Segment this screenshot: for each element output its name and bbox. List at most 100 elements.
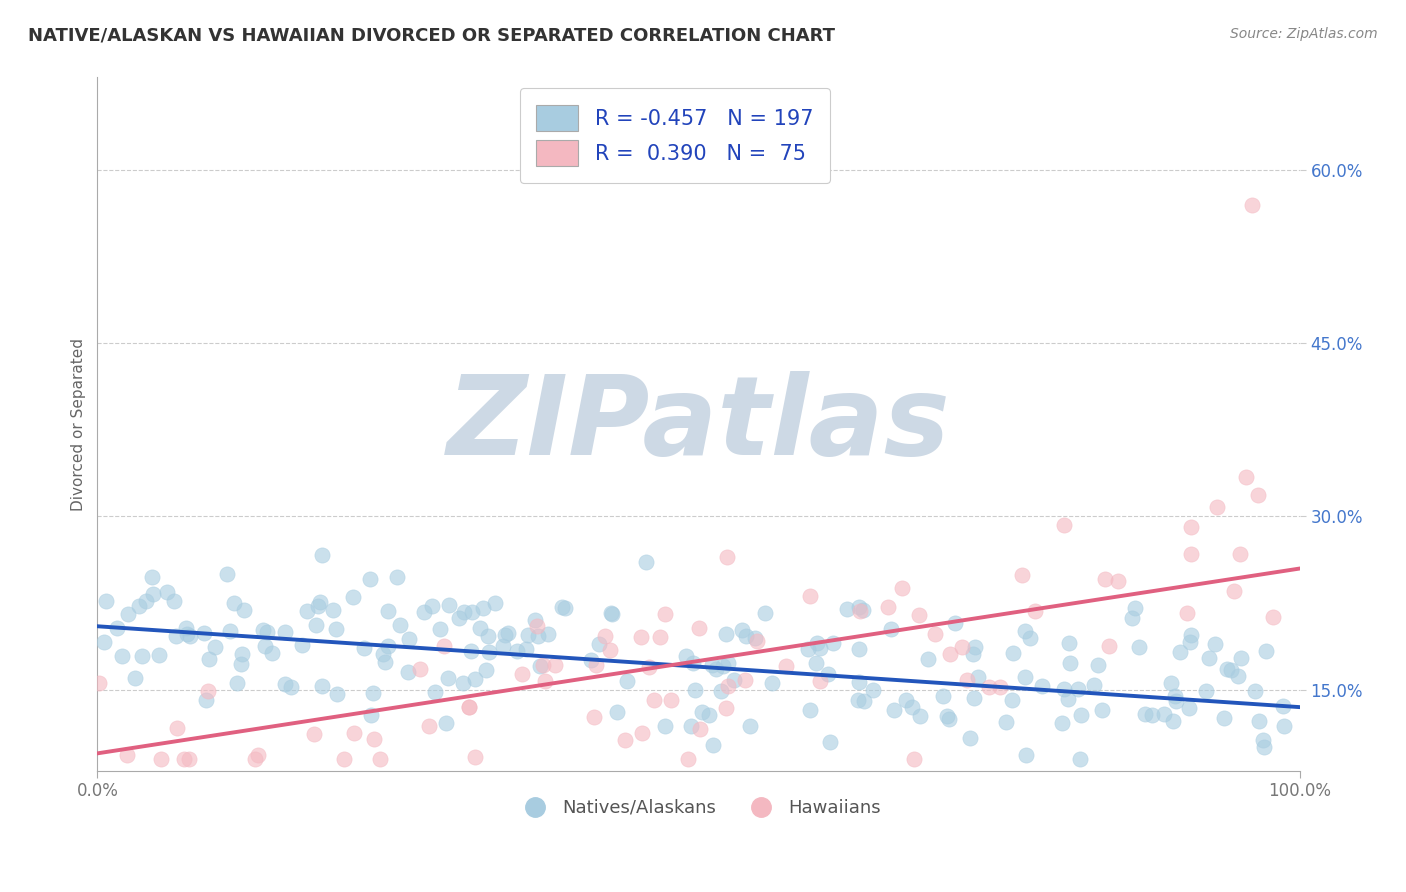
Point xyxy=(179,629,201,643)
Point xyxy=(994,714,1017,729)
Point xyxy=(418,719,440,733)
Point xyxy=(135,594,157,608)
Point xyxy=(254,640,277,654)
Point xyxy=(124,671,146,685)
Point xyxy=(1083,678,1105,692)
Point xyxy=(322,603,344,617)
Point xyxy=(460,644,482,658)
Point xyxy=(754,606,776,620)
Point xyxy=(630,630,652,644)
Point xyxy=(848,642,870,657)
Point xyxy=(252,623,274,637)
Point xyxy=(311,679,333,693)
Point xyxy=(1166,693,1188,707)
Point xyxy=(325,622,347,636)
Point xyxy=(1212,711,1234,725)
Point xyxy=(484,596,506,610)
Point xyxy=(326,687,349,701)
Point xyxy=(1059,656,1081,670)
Point xyxy=(1195,684,1218,698)
Point xyxy=(711,659,734,673)
Point xyxy=(517,628,540,642)
Point xyxy=(1070,708,1092,723)
Point xyxy=(544,657,567,672)
Point xyxy=(360,707,382,722)
Point xyxy=(472,600,495,615)
Point xyxy=(377,639,399,653)
Point xyxy=(295,604,318,618)
Point xyxy=(141,570,163,584)
Point xyxy=(304,727,326,741)
Point xyxy=(117,607,139,622)
Point xyxy=(176,620,198,634)
Point xyxy=(1180,627,1202,641)
Point xyxy=(453,605,475,619)
Point xyxy=(396,665,419,679)
Point xyxy=(939,647,962,661)
Point xyxy=(716,549,738,564)
Point xyxy=(198,652,221,666)
Point xyxy=(1178,635,1201,649)
Point xyxy=(799,589,821,603)
Point xyxy=(1272,719,1295,733)
Point xyxy=(1204,637,1226,651)
Point xyxy=(1263,610,1285,624)
Point xyxy=(932,690,955,704)
Point xyxy=(717,679,740,693)
Point xyxy=(231,647,253,661)
Point xyxy=(1254,644,1277,658)
Point xyxy=(464,749,486,764)
Point xyxy=(551,600,574,615)
Point xyxy=(361,686,384,700)
Point xyxy=(631,726,654,740)
Point xyxy=(917,652,939,666)
Point xyxy=(761,676,783,690)
Point xyxy=(956,673,979,687)
Point xyxy=(332,752,354,766)
Point xyxy=(936,709,959,723)
Point xyxy=(588,637,610,651)
Point xyxy=(1053,682,1076,697)
Y-axis label: Divorced or Separated: Divorced or Separated xyxy=(72,337,86,510)
Point xyxy=(311,548,333,562)
Point xyxy=(682,656,704,670)
Point xyxy=(966,670,988,684)
Point xyxy=(308,595,330,609)
Point xyxy=(714,626,737,640)
Point xyxy=(1123,600,1146,615)
Point xyxy=(217,566,239,581)
Point xyxy=(457,700,479,714)
Point xyxy=(385,570,408,584)
Point xyxy=(962,647,984,661)
Point xyxy=(697,707,720,722)
Point xyxy=(738,719,761,733)
Point xyxy=(449,611,471,625)
Point xyxy=(305,618,328,632)
Point xyxy=(952,640,974,655)
Point xyxy=(1229,651,1251,665)
Point xyxy=(165,629,187,643)
Point xyxy=(515,641,537,656)
Point xyxy=(731,624,754,638)
Point xyxy=(1001,693,1024,707)
Point xyxy=(710,684,733,698)
Point xyxy=(654,607,676,622)
Point xyxy=(256,624,278,639)
Point xyxy=(1240,197,1263,211)
Point xyxy=(1053,518,1076,533)
Point xyxy=(1234,470,1257,484)
Legend: Natives/Alaskans, Hawaiians: Natives/Alaskans, Hawaiians xyxy=(509,791,887,824)
Point xyxy=(554,601,576,615)
Point xyxy=(963,690,986,705)
Point xyxy=(461,606,484,620)
Point xyxy=(690,705,713,719)
Point xyxy=(343,726,366,740)
Point xyxy=(204,640,226,654)
Point xyxy=(613,732,636,747)
Point xyxy=(599,642,621,657)
Point xyxy=(1206,500,1229,514)
Point xyxy=(643,692,665,706)
Point xyxy=(1011,568,1033,582)
Point xyxy=(1031,679,1053,693)
Point xyxy=(368,752,391,766)
